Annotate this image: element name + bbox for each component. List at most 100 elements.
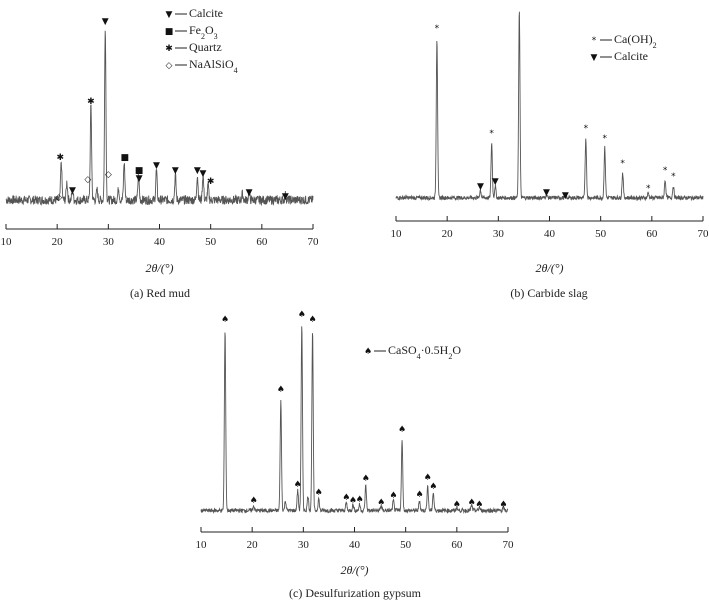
x-tick-label: 60: [256, 236, 268, 248]
peak-marker: ▼: [194, 166, 201, 176]
peak-marker: ♠: [298, 310, 306, 320]
peak-marker: ♠: [398, 425, 406, 435]
peak-marker: ♠: [499, 500, 507, 510]
peak-marker: ✱: [56, 153, 64, 163]
peak-marker: ♠: [475, 500, 483, 510]
peak-marker: ♠: [277, 385, 285, 395]
legend-entry: ◇ NaAlSiO4: [166, 57, 238, 75]
legend-marker: ▼: [591, 53, 598, 63]
x-tick-label: 50: [400, 539, 412, 551]
legend-label: NaAlSiO4: [189, 57, 238, 75]
chart-b: 10 20 30 40 50 60 70 2θ/(°) (b) Carbide slag * ▼ * ▼…: [391, 0, 709, 300]
chart-c: 10 20 30 40 50 60 70 2θ/(°) (c) Desulfurization …: [196, 310, 515, 600]
peak-marker: *: [663, 166, 668, 176]
legend-marker: ♠: [364, 347, 372, 357]
x-axis-label: 2θ/(°): [145, 261, 173, 275]
peak-marker: *: [489, 129, 494, 139]
x-tick-label: 50: [205, 236, 217, 248]
peak-marker: *: [517, 0, 522, 4]
legend-entry: ✱ Quartz: [165, 40, 221, 54]
peak-marker: ✱: [207, 177, 215, 187]
peak-marker: ♠: [250, 496, 258, 506]
x-tick-label: 60: [646, 228, 658, 240]
legend-label: Quartz: [189, 40, 222, 54]
peak-marker: ♠: [356, 495, 364, 505]
legend-marker: ◇: [166, 61, 173, 71]
peak-marker: *: [620, 159, 625, 169]
peak-marker: ♠: [424, 473, 432, 483]
peak-marker: ✱: [87, 97, 95, 107]
legend-entry: ♠ CaSO4·0.5H2O: [364, 343, 461, 361]
peak-marker: ♠: [389, 491, 397, 501]
peak-marker: *: [584, 124, 589, 134]
legend-entry: * Ca(OH)2: [592, 32, 657, 50]
legend-marker: ■: [165, 27, 174, 37]
legend-label: Calcite: [614, 49, 648, 63]
peak-marker: ▼: [282, 192, 289, 202]
peak-marker: ▼: [136, 174, 143, 184]
x-tick-label: 20: [52, 236, 64, 248]
peak-marker: ▼: [69, 186, 76, 196]
peak-marker: ▼: [562, 191, 569, 201]
legend-label: CaSO4·0.5H2O: [388, 343, 461, 361]
x-tick-label: 70: [503, 539, 515, 551]
x-tick-label: 10: [1, 236, 13, 248]
peak-marker: *: [671, 172, 676, 182]
x-tick-label: 10: [196, 539, 208, 551]
peak-marker: ▼: [102, 17, 109, 27]
xrd-trace: [5, 30, 314, 207]
peak-marker: *: [603, 134, 608, 144]
peak-marker: ♠: [453, 500, 461, 510]
peak-marker: ◇: [105, 170, 112, 180]
x-tick-label: 30: [298, 539, 310, 551]
x-tick-label: 70: [308, 236, 320, 248]
peak-marker: ▼: [153, 161, 160, 171]
legend-marker: ✱: [165, 44, 173, 54]
peak-marker: ♠: [221, 315, 229, 325]
legend-entry: ■ Fe2O3: [165, 23, 218, 41]
legend-marker: *: [592, 36, 597, 46]
legend-marker: ▼: [166, 10, 173, 20]
peak-marker: ♠: [415, 490, 423, 500]
x-tick-label: 30: [103, 236, 115, 248]
peak-marker: ▼: [492, 177, 499, 187]
legend-label: Fe2O3: [189, 23, 218, 41]
peak-marker: ♠: [309, 315, 317, 325]
peak-marker: ■: [135, 166, 144, 176]
peak-marker: ▼: [200, 169, 207, 179]
legend-entry: ▼ Calcite: [166, 6, 223, 20]
legend-label: Ca(OH)2: [614, 32, 657, 50]
x-tick-label: 40: [154, 236, 166, 248]
x-tick-label: 40: [544, 228, 556, 240]
peak-marker: *: [646, 184, 651, 194]
legend-entry: ▼ Calcite: [591, 49, 648, 63]
peak-marker: ♠: [342, 493, 350, 503]
peak-marker: ▼: [172, 166, 179, 176]
peak-marker: ■: [120, 153, 129, 163]
peak-marker: ◇: [84, 175, 91, 185]
peak-marker: ♠: [294, 480, 302, 490]
peak-marker: ♠: [315, 488, 323, 498]
chart-caption: (c) Desulfurization gypsum: [289, 586, 422, 600]
legend-label: Calcite: [189, 6, 223, 20]
peak-marker: ♠: [468, 498, 476, 508]
peak-marker: ▼: [477, 182, 484, 192]
peak-marker: *: [435, 24, 440, 34]
peak-marker: ♠: [362, 474, 370, 484]
peak-marker: ♠: [349, 496, 357, 506]
x-axis-label: 2θ/(°): [340, 563, 368, 577]
peak-marker: ♠: [429, 482, 437, 492]
x-tick-label: 20: [247, 539, 259, 551]
x-axis-label: 2θ/(°): [535, 261, 563, 275]
chart-caption: (b) Carbide slag: [510, 286, 587, 300]
x-tick-label: 60: [451, 539, 463, 551]
x-tick-label: 30: [493, 228, 505, 240]
xrd-trace: [395, 11, 704, 202]
peak-marker: ◇: [55, 193, 62, 203]
peak-marker: ▼: [246, 188, 253, 198]
x-tick-label: 50: [595, 228, 607, 240]
x-tick-label: 70: [698, 228, 709, 240]
chart-caption: (a) Red mud: [130, 286, 190, 300]
